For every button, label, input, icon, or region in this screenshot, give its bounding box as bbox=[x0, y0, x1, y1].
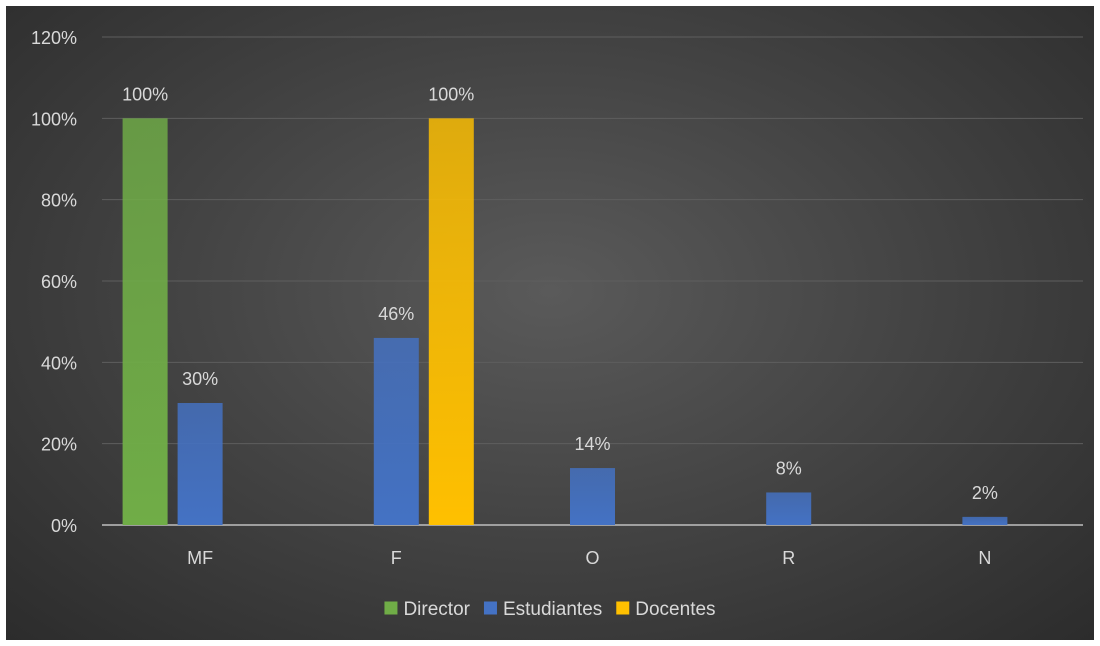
data-label: 30% bbox=[182, 369, 218, 389]
y-tick-label: 100% bbox=[31, 109, 77, 129]
bar-docentes-f bbox=[428, 118, 474, 525]
bar-chart: 0%20%40%60%80%100%120%MF F O R N 100%30%46%1… bbox=[31, 28, 1083, 620]
x-tick-label: MF bbox=[187, 548, 213, 568]
bar-estudiantes-r bbox=[766, 492, 812, 525]
legend: Director Estudiantes Docentes bbox=[384, 599, 716, 620]
legend-item-director: Director bbox=[384, 599, 471, 620]
data-label: 2% bbox=[972, 483, 998, 503]
y-tick-label: 40% bbox=[41, 353, 77, 373]
chart-area: 0% 20% 40% 60% 80% 100% 120% MF F O R N 100% 30% 46% 1… bbox=[6, 6, 1094, 640]
y-tick-label: 120% bbox=[31, 28, 77, 48]
data-label: 8% bbox=[776, 458, 802, 478]
data-labels: 100% 30% 46% 100% 14% 8% 2% bbox=[122, 84, 998, 503]
y-tick-label: 60% bbox=[41, 272, 77, 292]
bar-director-mf bbox=[122, 118, 168, 525]
legend-swatch bbox=[616, 601, 630, 615]
legend-item-docentes: Docentes bbox=[616, 599, 716, 620]
data-label: 14% bbox=[574, 434, 610, 454]
data-label: 100% bbox=[122, 84, 168, 104]
x-tick-label: R bbox=[782, 548, 795, 568]
legend-label: Director bbox=[403, 599, 470, 620]
legend-label: Docentes bbox=[635, 599, 715, 620]
bar-estudiantes-f bbox=[373, 337, 419, 525]
x-tick-label: O bbox=[585, 548, 599, 568]
bar-estudiantes-mf bbox=[177, 403, 223, 525]
y-tick-label: 80% bbox=[41, 191, 77, 211]
bar-estudiantes-o bbox=[570, 468, 615, 525]
y-tick-label: 20% bbox=[41, 435, 77, 455]
data-label: 100% bbox=[428, 84, 474, 104]
legend-item-estudiantes: Estudiantes bbox=[483, 599, 602, 620]
x-tick-label: F bbox=[391, 548, 402, 568]
x-tick-label: N bbox=[978, 548, 991, 568]
y-tick-label: 0% bbox=[51, 516, 77, 536]
legend-swatch bbox=[384, 601, 398, 615]
gridlines bbox=[102, 36, 1083, 445]
legend-label: Estudiantes bbox=[503, 599, 602, 620]
bars bbox=[122, 118, 1008, 525]
bar-estudiantes-n bbox=[962, 516, 1008, 525]
legend-swatch bbox=[483, 601, 497, 615]
data-label: 46% bbox=[378, 304, 414, 324]
